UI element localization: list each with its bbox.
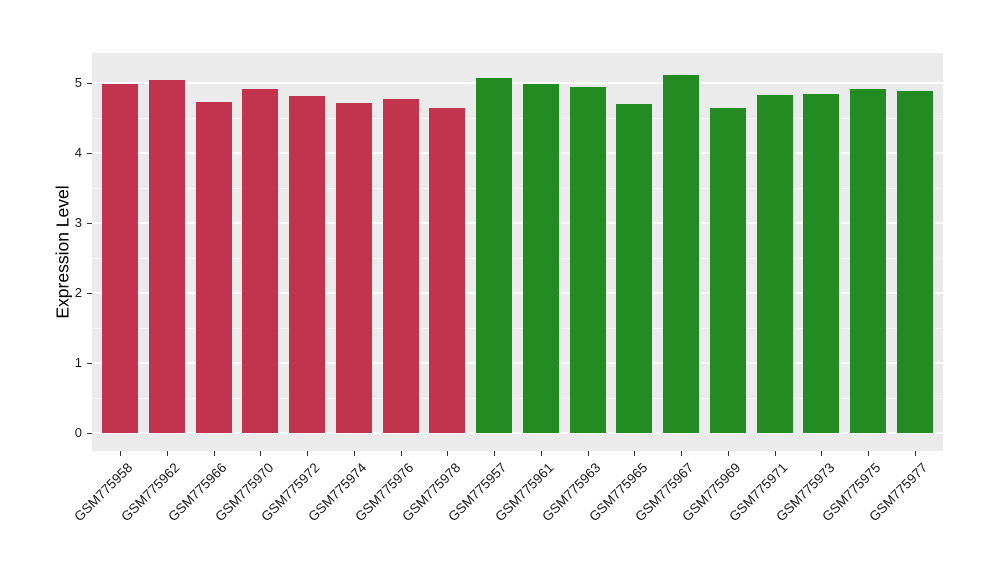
gridline-minor — [92, 398, 943, 399]
gridline-major — [92, 152, 943, 154]
x-axis-tick — [260, 451, 262, 456]
x-axis-tick — [868, 451, 870, 456]
bar-GSM775971 — [756, 94, 793, 433]
x-axis-tick — [774, 451, 776, 456]
bar-GSM775969 — [709, 108, 746, 433]
x-axis-tick — [213, 451, 215, 456]
x-axis-tick — [120, 451, 122, 456]
y-axis-tick — [87, 83, 92, 84]
gridline-major — [92, 362, 943, 364]
bar-GSM775977 — [896, 91, 933, 433]
x-axis-tick — [821, 451, 823, 456]
x-axis-tick — [353, 451, 355, 456]
x-axis-tick — [400, 451, 402, 456]
gridline-minor — [92, 118, 943, 119]
y-tick-label: 4 — [74, 145, 82, 160]
gridline-minor — [92, 258, 943, 259]
y-tick-label: 2 — [74, 285, 82, 300]
y-axis-tick — [87, 153, 92, 154]
bar-GSM775972 — [289, 95, 326, 433]
x-axis-tick — [914, 451, 916, 456]
gridline-major — [92, 82, 943, 84]
gridline-major — [92, 432, 943, 434]
x-axis-tick — [540, 451, 542, 456]
y-axis-tick — [87, 223, 92, 224]
x-axis-tick — [494, 451, 496, 456]
y-axis-tick — [87, 433, 92, 434]
y-tick-label: 3 — [74, 215, 82, 230]
bar-GSM775963 — [569, 86, 606, 433]
x-axis-tick — [166, 451, 168, 456]
gridline-major — [92, 222, 943, 224]
y-axis-tick — [87, 293, 92, 294]
bar-GSM775967 — [663, 75, 700, 433]
y-axis-tick — [87, 363, 92, 364]
bar-GSM775966 — [195, 101, 232, 433]
bar-GSM775973 — [803, 93, 840, 433]
y-tick-label: 1 — [74, 355, 82, 370]
gridline-minor — [92, 188, 943, 189]
x-axis-tick — [447, 451, 449, 456]
bar-GSM775975 — [850, 89, 887, 433]
x-axis-tick — [681, 451, 683, 456]
x-axis-tick — [634, 451, 636, 456]
bar-GSM775958 — [102, 83, 139, 433]
bar-GSM775974 — [335, 102, 372, 433]
plot-panel — [92, 53, 943, 451]
bar-GSM775961 — [522, 84, 559, 433]
bar-GSM775970 — [242, 88, 279, 433]
gridline-minor — [92, 328, 943, 329]
x-axis-tick — [727, 451, 729, 456]
gridline-major — [92, 292, 943, 294]
y-tick-label: 0 — [74, 425, 82, 440]
bar-GSM775962 — [148, 80, 185, 433]
bar-GSM775976 — [382, 99, 419, 433]
y-tick-label: 5 — [74, 75, 82, 90]
bar-GSM775957 — [476, 78, 513, 433]
x-axis-tick — [307, 451, 309, 456]
bar-GSM775965 — [616, 104, 653, 433]
x-axis-tick — [587, 451, 589, 456]
bar-GSM775978 — [429, 107, 466, 433]
